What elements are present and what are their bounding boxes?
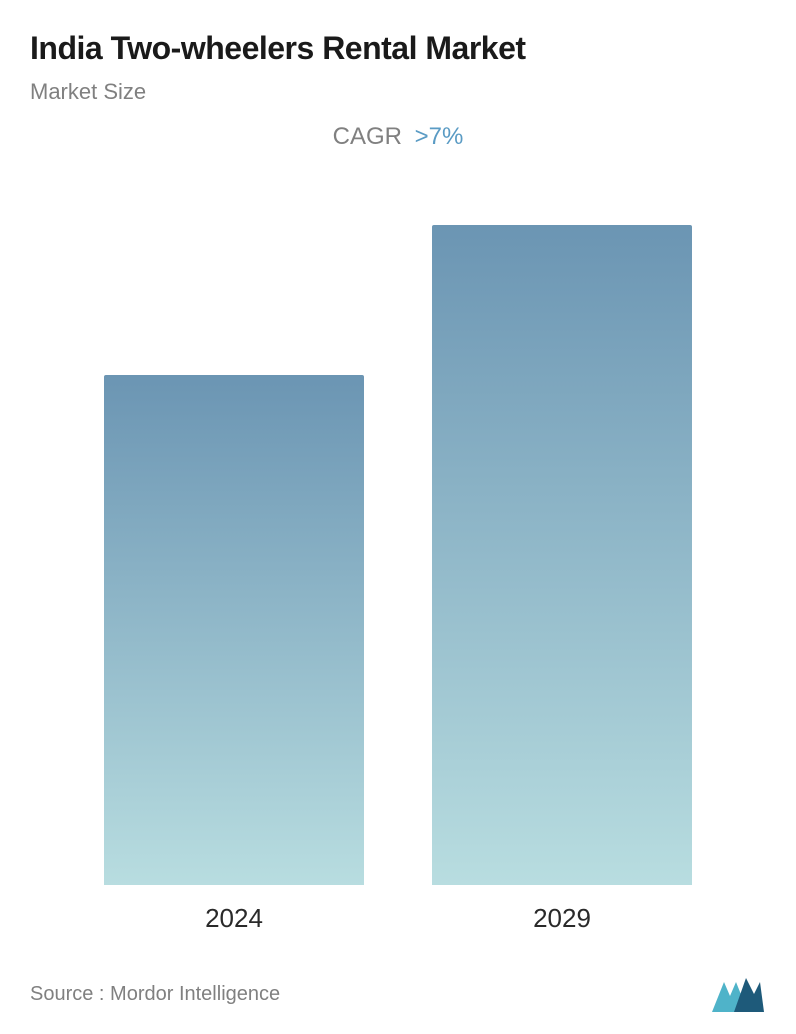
bar-label-2024: 2024 — [205, 903, 263, 934]
bar-2029 — [432, 225, 692, 885]
chart-area: 2024 2029 — [30, 181, 766, 934]
cagr-label: CAGR — [333, 123, 402, 150]
chart-title: India Two-wheelers Rental Market — [30, 30, 766, 67]
bar-group-2029: 2029 — [422, 225, 702, 934]
chart-subtitle: Market Size — [30, 79, 766, 105]
mordor-logo-icon — [710, 974, 766, 1014]
chart-container: India Two-wheelers Rental Market Market … — [0, 0, 796, 1034]
bar-2024 — [104, 375, 364, 885]
cagr-value: 7% — [429, 123, 464, 150]
bar-label-2029: 2029 — [533, 903, 591, 934]
bar-group-2024: 2024 — [94, 375, 374, 934]
cagr-operator: > — [415, 123, 429, 150]
source-text: Source : Mordor Intelligence — [30, 983, 280, 1006]
cagr-row: CAGR >7% — [30, 123, 766, 151]
footer: Source : Mordor Intelligence — [30, 944, 766, 1014]
